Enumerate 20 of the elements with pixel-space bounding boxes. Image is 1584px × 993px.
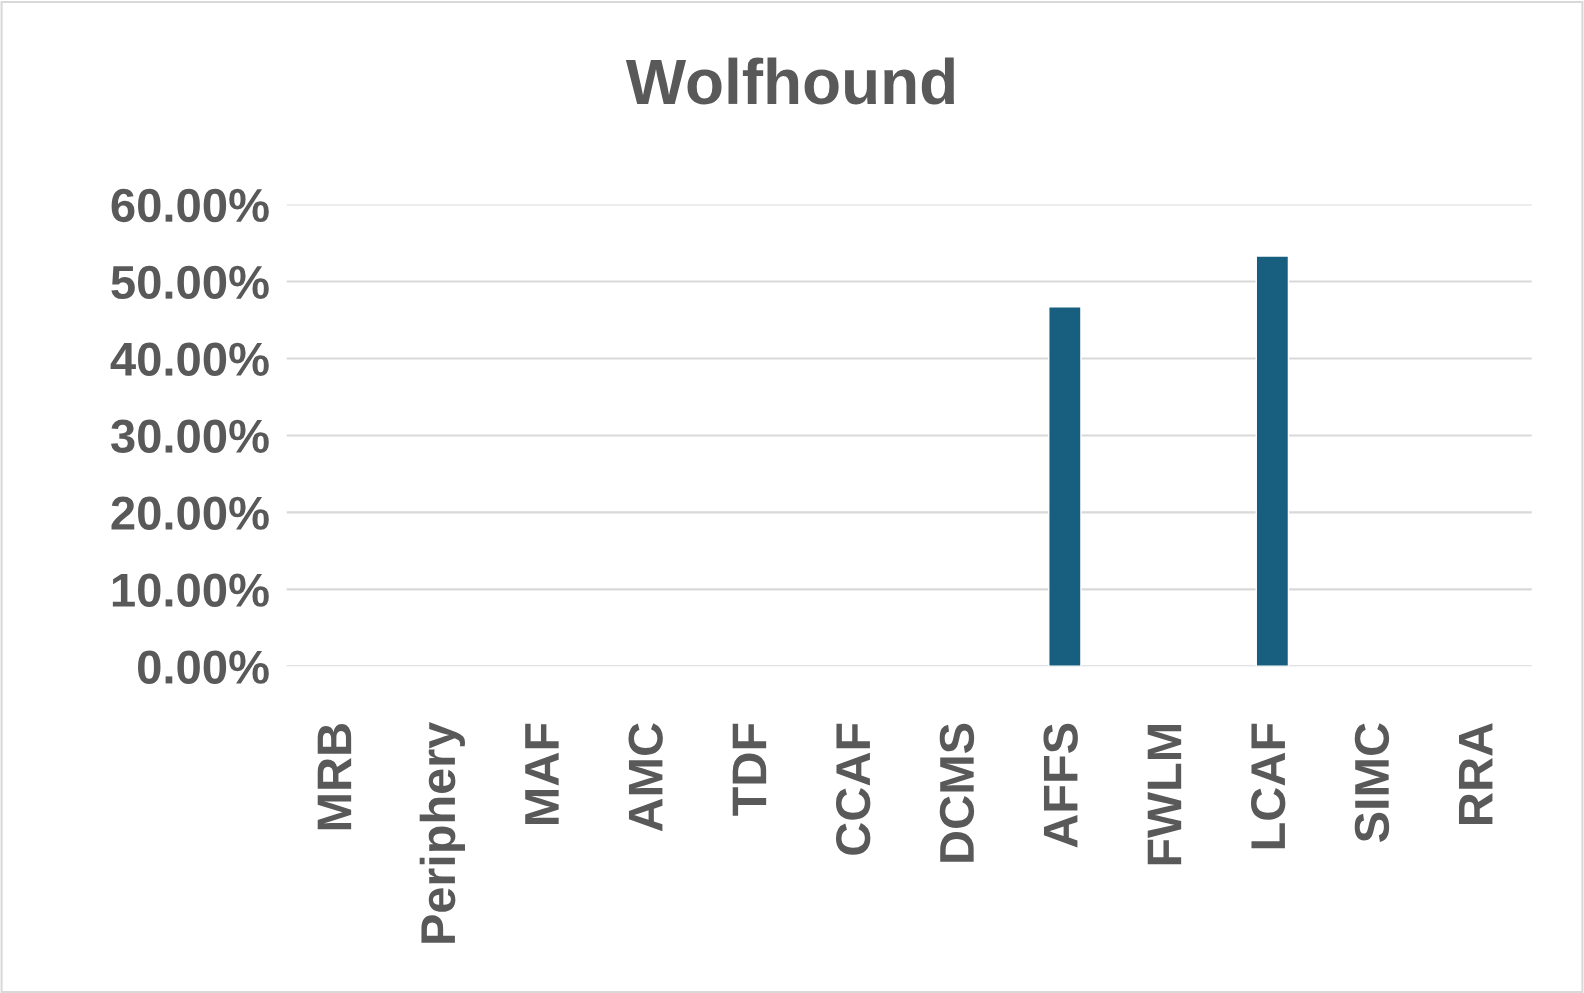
x-tick-label: MRB [317, 724, 352, 830]
y-tick-label: 0.00% [138, 650, 269, 684]
y-tick-label: 40.00% [110, 342, 269, 377]
x-tick-label: AMC [628, 723, 663, 832]
x-tick-label: MAF [525, 723, 559, 824]
x-tick-label: FWLM [1147, 725, 1182, 865]
x-tick-label: Periphery [419, 722, 465, 943]
x-tick-label: CCAF [835, 723, 871, 855]
y-tick-label: 50.00% [111, 265, 269, 300]
x-tick-label: TDF [732, 723, 767, 816]
x-tick-label: RRA [1458, 723, 1493, 824]
y-tick-label: 30.00% [110, 419, 269, 454]
x-tick-label: DCMS [939, 723, 975, 862]
y-tick-label: 20.00% [111, 496, 269, 530]
y-tick-label: 60.00% [111, 188, 269, 223]
x-tick-label: LCAF [1250, 723, 1286, 849]
chart-title: Wolfhound [625, 57, 954, 105]
x-tick-label: SIMC [1354, 723, 1390, 842]
x-tick-label: AFFS [1043, 723, 1078, 848]
y-tick-label: 10.00% [112, 573, 269, 607]
